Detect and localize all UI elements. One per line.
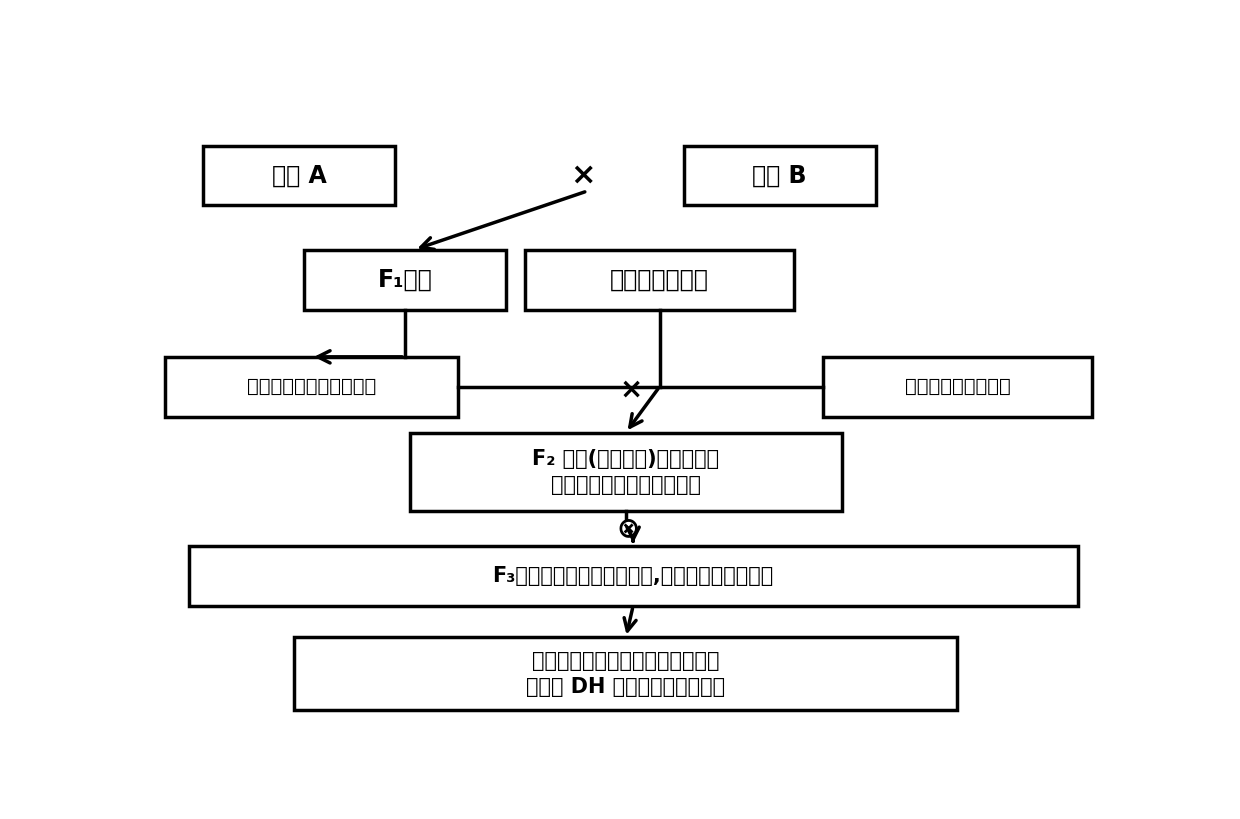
Text: F₁植株: F₁植株 [377, 268, 433, 292]
Text: 油菜双单倍体诱导系: 油菜双单倍体诱导系 [904, 378, 1011, 396]
Bar [165, 357, 458, 417]
Bar [188, 546, 1078, 606]
Bar [304, 250, 506, 310]
Text: 化学杀雄形成全不育单株: 化学杀雄形成全不育单株 [247, 378, 376, 396]
Bar [203, 146, 396, 206]
Bar [409, 432, 842, 511]
Text: 人工或壁蜂授粉: 人工或壁蜂授粉 [610, 268, 709, 292]
Text: F₃代（诱导后代）单株株系,一致性、稳定性鉴定: F₃代（诱导后代）单株株系,一致性、稳定性鉴定 [492, 566, 774, 586]
Bar [525, 250, 794, 310]
Text: 所有满足目标性状正态分布稳定株
系形成 DH 群体或遗传作图群体: 所有满足目标性状正态分布稳定株 系形成 DH 群体或遗传作图群体 [526, 650, 725, 697]
Bar [294, 637, 957, 710]
Text: F₂ 单株(诱导后代)，选择育性
正常、二倍体或四倍体单株: F₂ 单株(诱导后代)，选择育性 正常、二倍体或四倍体单株 [532, 449, 719, 495]
Text: ×: × [619, 376, 642, 404]
Text: ⊗: ⊗ [616, 514, 640, 542]
Text: 油菜 A: 油菜 A [272, 164, 326, 188]
Text: 油菜 B: 油菜 B [753, 164, 807, 188]
Bar [683, 146, 875, 206]
Text: ×: × [570, 161, 595, 190]
Bar [823, 357, 1092, 417]
